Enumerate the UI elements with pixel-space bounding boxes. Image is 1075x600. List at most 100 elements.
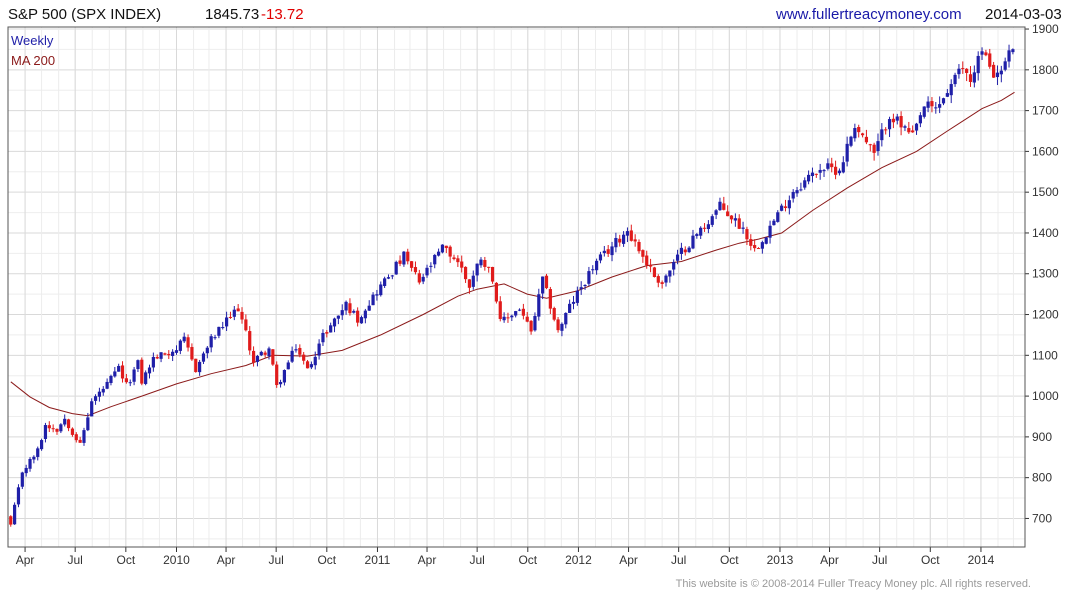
candle-up xyxy=(718,201,722,211)
candle-down xyxy=(240,311,244,320)
candle-down xyxy=(140,359,144,384)
candle-up xyxy=(375,294,379,296)
x-tick-label: Apr xyxy=(16,553,35,567)
y-tick-label: 1300 xyxy=(1032,267,1059,281)
candle-up xyxy=(171,351,175,356)
candle-down xyxy=(683,249,687,253)
candle-up xyxy=(352,310,356,313)
candle-down xyxy=(737,218,741,229)
candle-up xyxy=(710,216,714,225)
candle-up xyxy=(807,174,811,182)
x-tick-label: Apr xyxy=(619,553,638,567)
candle-up xyxy=(945,93,949,97)
candle-down xyxy=(251,350,256,363)
candle-up xyxy=(294,349,298,351)
candle-up xyxy=(24,467,28,474)
candle-down xyxy=(965,68,969,73)
candle-up xyxy=(795,190,799,194)
candle-up xyxy=(517,309,522,311)
candle-down xyxy=(417,273,421,283)
candle-down xyxy=(930,101,934,107)
candle-up xyxy=(598,254,603,261)
candle-down xyxy=(263,352,267,355)
x-tick-label: Oct xyxy=(116,553,135,567)
candle-down xyxy=(961,68,965,70)
candle-up xyxy=(976,55,980,74)
candle-up xyxy=(321,332,325,343)
candle-down xyxy=(660,282,664,284)
candle-up xyxy=(514,311,518,316)
candle-down xyxy=(988,53,992,67)
candle-down xyxy=(722,203,726,210)
x-tick-label: 2012 xyxy=(565,553,592,567)
candle-up xyxy=(109,375,113,383)
candle-up xyxy=(475,263,479,276)
candle-down xyxy=(911,130,915,133)
candle-up xyxy=(344,301,348,311)
candle-up xyxy=(510,315,514,318)
candle-up xyxy=(903,126,907,128)
candle-up xyxy=(90,401,94,417)
candle-up xyxy=(533,315,537,331)
candle-up xyxy=(610,246,614,256)
candle-down xyxy=(483,260,487,267)
candle-down xyxy=(398,260,402,264)
candle-up xyxy=(675,254,680,261)
candle-down xyxy=(120,365,125,379)
candle-up xyxy=(571,301,576,304)
candle-up xyxy=(876,141,880,152)
candle-down xyxy=(749,239,753,246)
candle-down xyxy=(494,282,499,302)
candle-up xyxy=(941,98,946,104)
x-tick-label: Jul xyxy=(68,553,83,567)
x-axis: Apr Jul Oct 2010 Apr Jul Oct 2011 Apr Jul Oct 2012 A… xyxy=(16,547,995,567)
candle-up xyxy=(1011,49,1015,53)
candle-up xyxy=(706,224,710,230)
website-link[interactable]: www.fullertreacymoney.com xyxy=(776,6,962,23)
y-tick-label: 1700 xyxy=(1032,104,1059,118)
candle-up xyxy=(390,275,394,277)
candle-up xyxy=(687,247,691,253)
candle-down xyxy=(356,310,360,323)
candle-up xyxy=(764,237,768,244)
candle-up xyxy=(144,372,148,384)
candle-up xyxy=(1003,61,1007,70)
candle-down xyxy=(66,419,71,429)
candle-down xyxy=(448,246,452,257)
x-tick-label: Apr xyxy=(418,553,437,567)
candle-down xyxy=(525,316,529,322)
candle-up xyxy=(818,169,822,173)
candle-down xyxy=(467,279,472,288)
candle-up xyxy=(278,381,283,385)
candle-up xyxy=(733,218,737,221)
candle-up xyxy=(541,276,545,294)
candle-up xyxy=(926,101,930,108)
candle-up xyxy=(999,70,1003,75)
candle-down xyxy=(406,251,410,262)
candle-up xyxy=(972,72,976,83)
candle-up xyxy=(583,285,587,287)
candle-down xyxy=(830,163,834,168)
chart-title: S&P 500 (SPX INDEX) xyxy=(8,6,162,23)
candle-up xyxy=(132,369,136,382)
ma200-line xyxy=(10,91,1015,417)
candle-up xyxy=(699,227,703,236)
candle-down xyxy=(248,331,252,351)
candle-up xyxy=(433,254,437,265)
candle-down xyxy=(55,428,59,432)
candle-up xyxy=(182,336,186,342)
candle-up xyxy=(799,189,803,191)
candle-up xyxy=(560,323,564,331)
candle-down xyxy=(753,245,757,249)
candle-up xyxy=(780,205,784,211)
candle-down xyxy=(9,516,13,525)
candle-up xyxy=(914,123,919,131)
candle-up xyxy=(379,284,383,296)
candle-up xyxy=(602,250,606,254)
candle-down xyxy=(606,249,610,254)
candle-up xyxy=(174,350,179,353)
candle-up xyxy=(232,309,236,317)
candle-up xyxy=(471,275,475,287)
candle-up xyxy=(117,365,121,372)
candle-down xyxy=(325,332,329,334)
